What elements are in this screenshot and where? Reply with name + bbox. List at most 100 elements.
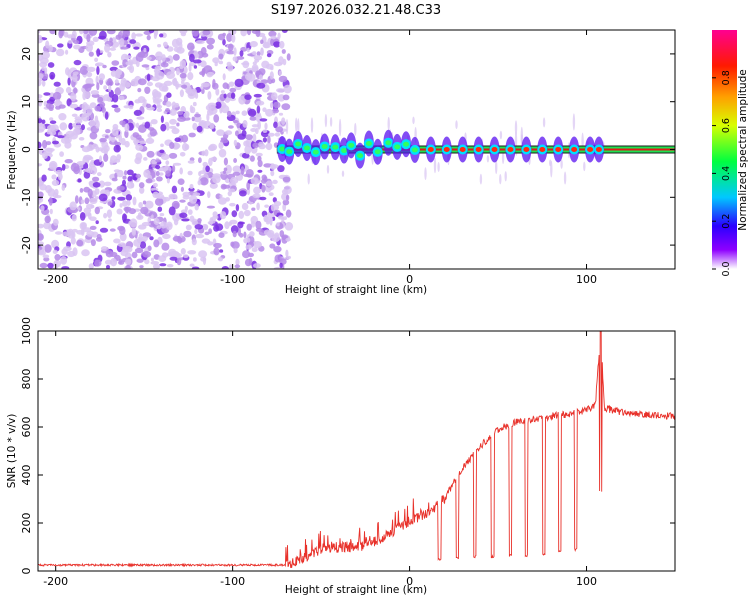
noise-speckle [122, 59, 129, 68]
noise-speckle [114, 87, 122, 96]
signal-blob-core [427, 147, 434, 152]
noise-speckle [229, 176, 239, 185]
noise-speckle [218, 53, 224, 60]
noise-speckle [86, 66, 96, 72]
noise-speckle [184, 205, 188, 212]
noise-speckle [179, 232, 183, 239]
noise-speckle [213, 242, 222, 249]
noise-speckle [141, 221, 151, 227]
noise-speckle [159, 263, 167, 267]
noise-speckle [99, 137, 107, 143]
noise-speckle [206, 37, 216, 45]
noise-speckle [104, 43, 111, 53]
noise-speckle [165, 170, 171, 177]
noise-speckle [65, 49, 69, 55]
noise-speckle [38, 73, 44, 79]
noise-speckle [193, 257, 197, 262]
noise-speckle [226, 61, 232, 67]
noise-speckle [119, 226, 126, 235]
noise-speckle [194, 228, 198, 235]
signal-blob-core [443, 147, 450, 152]
noise-speckle [218, 197, 227, 205]
noise-speckle [92, 36, 99, 43]
signal-sidelobe [412, 116, 415, 125]
noise-speckle [63, 246, 72, 252]
noise-speckle [253, 186, 261, 195]
noise-speckle [58, 113, 67, 121]
y-tick-label: 800 [20, 369, 33, 390]
noise-speckle [187, 250, 197, 255]
noise-speckle [172, 165, 176, 173]
noise-speckle [242, 120, 248, 128]
noise-speckle [266, 53, 272, 58]
noise-speckle [235, 110, 240, 115]
noise-speckle [172, 213, 181, 222]
signal-sidelobe [486, 154, 490, 163]
noise-speckle [246, 30, 252, 36]
noise-speckle [50, 124, 59, 132]
noise-speckle [281, 30, 288, 33]
noise-speckle [265, 180, 273, 187]
noise-speckle [90, 90, 100, 95]
noise-speckle [213, 247, 220, 256]
noise-speckle [77, 178, 82, 183]
noise-speckle [144, 121, 151, 129]
noise-speckle [52, 249, 58, 254]
noise-speckle [38, 163, 43, 167]
noise-speckle [282, 176, 291, 183]
noise-speckle [181, 84, 188, 89]
noise-speckle [79, 222, 87, 230]
noise-speckle [132, 196, 137, 206]
signal-sidelobe [329, 116, 333, 127]
noise-speckle [206, 113, 210, 122]
noise-speckle [187, 42, 195, 51]
noise-speckle [171, 185, 178, 194]
signal-blob-core [279, 146, 286, 152]
noise-speckle [52, 91, 62, 100]
noise-speckle [85, 77, 94, 86]
noise-speckle [111, 104, 119, 109]
noise-speckle [39, 246, 43, 250]
noise-speckle [38, 191, 44, 198]
signal-blob-core [385, 140, 392, 146]
noise-speckle [126, 169, 134, 176]
noise-speckle [194, 224, 204, 230]
noise-speckle [76, 239, 84, 247]
noise-speckle [251, 124, 259, 128]
noise-speckle [150, 119, 158, 125]
noise-speckle [187, 160, 195, 164]
noise-speckle [102, 64, 107, 69]
noise-speckle [47, 262, 54, 269]
noise-speckle [41, 51, 50, 59]
noise-speckle [113, 159, 121, 163]
noise-speckle [49, 130, 57, 136]
noise-speckle [103, 181, 112, 187]
noise-speckle [157, 206, 163, 212]
noise-speckle [179, 199, 186, 203]
noise-speckle [80, 199, 85, 204]
noise-speckle [208, 106, 218, 115]
noise-speckle [44, 244, 52, 253]
noise-speckle [153, 218, 160, 225]
noise-speckle [260, 47, 264, 56]
noise-speckle [267, 135, 271, 144]
noise-speckle [83, 154, 93, 161]
noise-speckle [117, 242, 127, 247]
noise-speckle [90, 239, 96, 247]
noise-speckle [124, 170, 128, 176]
noise-speckle [106, 80, 114, 87]
noise-speckle [86, 230, 95, 237]
signal-blob-core [507, 147, 514, 152]
y-tick-label: -20 [20, 236, 33, 254]
noise-speckle [240, 166, 245, 176]
noise-speckle [155, 170, 160, 177]
noise-speckle [172, 142, 181, 149]
noise-speckle [158, 83, 168, 92]
signal-sidelobe [295, 117, 298, 132]
noise-speckle [140, 206, 149, 215]
noise-speckle [118, 95, 125, 101]
noise-speckle [205, 165, 210, 173]
noise-speckle [231, 210, 238, 218]
noise-speckle [143, 47, 147, 53]
noise-speckle [276, 222, 280, 227]
